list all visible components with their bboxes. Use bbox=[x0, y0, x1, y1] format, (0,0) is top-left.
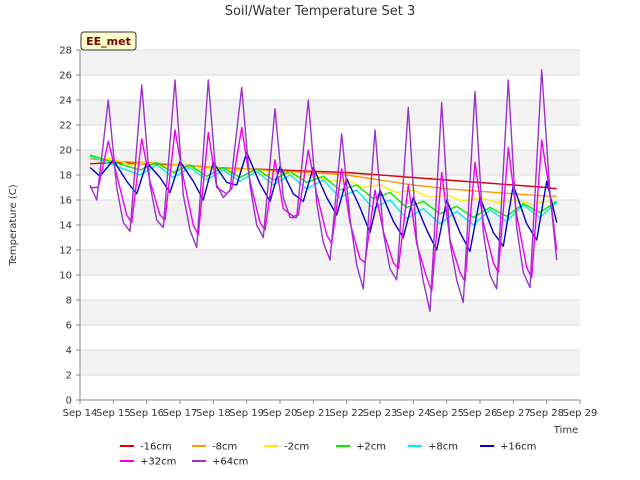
series-line-+64cm bbox=[89, 69, 558, 312]
y-tick-label: 26 bbox=[59, 71, 72, 82]
y-tick-label: 10 bbox=[59, 271, 72, 282]
x-tick-label: Sep 22 bbox=[329, 408, 364, 419]
series-line-+32cm bbox=[90, 126, 558, 292]
grid-band bbox=[80, 350, 580, 375]
x-tick-label: Sep 14 bbox=[63, 408, 98, 419]
legend-label: +16cm bbox=[500, 442, 536, 453]
y-tick-label: 4 bbox=[66, 346, 72, 357]
x-tick-label: Sep 15 bbox=[96, 408, 131, 419]
grid-band bbox=[80, 300, 580, 325]
x-tick-label: Sep 16 bbox=[129, 408, 164, 419]
y-tick-label: 2 bbox=[66, 371, 72, 382]
chart-title: Soil/Water Temperature Set 3 bbox=[225, 4, 416, 19]
legend: -16cm -8cm -2cm +2cm +8cm +16cm +32cm +64cm bbox=[120, 442, 536, 468]
x-tick-label: Sep 26 bbox=[463, 408, 498, 419]
series-line--8cm bbox=[89, 158, 557, 197]
legend-item--8cm: -8cm bbox=[192, 442, 237, 453]
x-tick-label: Sep 21 bbox=[296, 408, 331, 419]
station-badge: EE_met bbox=[80, 31, 137, 51]
legend-label: -2cm bbox=[284, 442, 309, 453]
legend-label: +8cm bbox=[428, 442, 458, 453]
y-tick-label: 18 bbox=[59, 171, 72, 182]
legend-item-+16cm: +16cm bbox=[480, 442, 536, 453]
x-tick-label: Sep 19 bbox=[229, 408, 264, 419]
y-tick-label: 0 bbox=[66, 396, 72, 407]
y-tick-label: 8 bbox=[66, 296, 72, 307]
x-tick-label: Sep 18 bbox=[196, 408, 231, 419]
x-tick-label: Sep 20 bbox=[263, 408, 298, 419]
legend-item-+32cm: +32cm bbox=[120, 457, 176, 468]
grid-band bbox=[80, 50, 580, 75]
grid-band bbox=[80, 100, 580, 125]
y-tick-label: 16 bbox=[59, 196, 72, 207]
legend-label: +64cm bbox=[212, 457, 248, 468]
legend-item-+64cm: +64cm bbox=[192, 457, 248, 468]
x-tick-label: Sep 23 bbox=[363, 408, 398, 419]
legend-label: +2cm bbox=[356, 442, 386, 453]
legend-item--2cm: -2cm bbox=[264, 442, 309, 453]
series-layer bbox=[89, 69, 558, 312]
y-tick-label: 22 bbox=[59, 121, 72, 132]
x-tick-label: Sep 27 bbox=[496, 408, 531, 419]
legend-label: +32cm bbox=[140, 457, 176, 468]
y-axis-label: Temperature (C) bbox=[8, 184, 19, 266]
x-tick-label: Sep 29 bbox=[563, 408, 598, 419]
y-tick-label: 20 bbox=[59, 146, 72, 157]
y-tick-label: 24 bbox=[59, 96, 72, 107]
legend-item-+2cm: +2cm bbox=[336, 442, 386, 453]
x-tick-label: Sep 24 bbox=[396, 408, 431, 419]
badge-box bbox=[80, 31, 137, 51]
legend-item-+8cm: +8cm bbox=[408, 442, 458, 453]
y-tick-label: 12 bbox=[59, 246, 72, 257]
legend-label: -16cm bbox=[140, 442, 172, 453]
y-tick-label: 14 bbox=[59, 221, 72, 232]
x-tick-label: Sep 28 bbox=[529, 408, 564, 419]
y-tick-label: 28 bbox=[59, 46, 72, 57]
badge-label: EE_met bbox=[86, 35, 131, 48]
x-axis-label: Time bbox=[553, 425, 578, 436]
x-tick-label: Sep 17 bbox=[163, 408, 198, 419]
legend-item--16cm: -16cm bbox=[120, 442, 172, 453]
y-tick-label: 6 bbox=[66, 321, 72, 332]
x-tick-label: Sep 25 bbox=[429, 408, 464, 419]
legend-label: -8cm bbox=[212, 442, 237, 453]
